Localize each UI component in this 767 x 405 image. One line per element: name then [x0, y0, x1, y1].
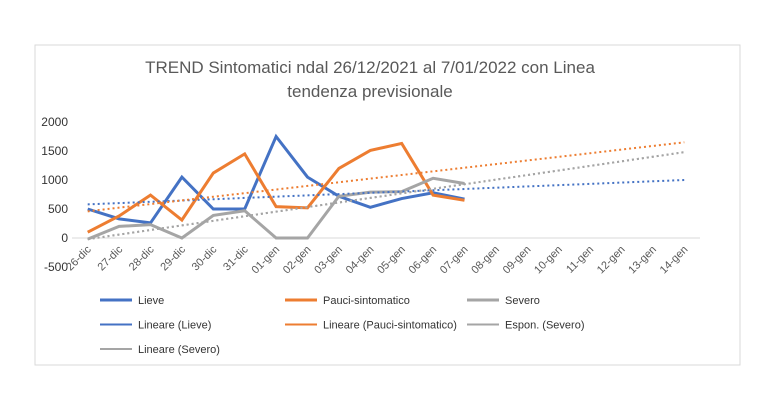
legend-label: Espon. (Severo) [505, 320, 584, 332]
chart-title: TREND Sintomatici ndal 26/12/2021 al 7/0… [145, 58, 595, 77]
y-tick-label: 2000 [41, 115, 68, 129]
legend-label: Lineare (Lieve) [138, 320, 211, 332]
y-tick-label: 0 [61, 231, 68, 245]
legend-label: Lieve [138, 295, 164, 307]
legend-label: Lineare (Severo) [138, 344, 220, 356]
y-tick-label: -500 [44, 260, 68, 274]
y-tick-label: 1000 [41, 173, 68, 187]
legend-label: Pauci-sintomatico [323, 295, 410, 307]
trend-line [87, 151, 685, 241]
chart-frame [34, 44, 741, 366]
chart-title: tendenza previsionale [287, 82, 452, 101]
legend-label: Severo [505, 295, 540, 307]
trend-line [87, 141, 685, 213]
series-line [87, 176, 465, 241]
y-tick-label: 500 [48, 202, 68, 216]
series-line [87, 133, 465, 225]
y-tick-label: 1500 [41, 144, 68, 158]
series-line [87, 141, 465, 234]
legend-label: Lineare (Pauci-sintomatico) [323, 320, 457, 332]
